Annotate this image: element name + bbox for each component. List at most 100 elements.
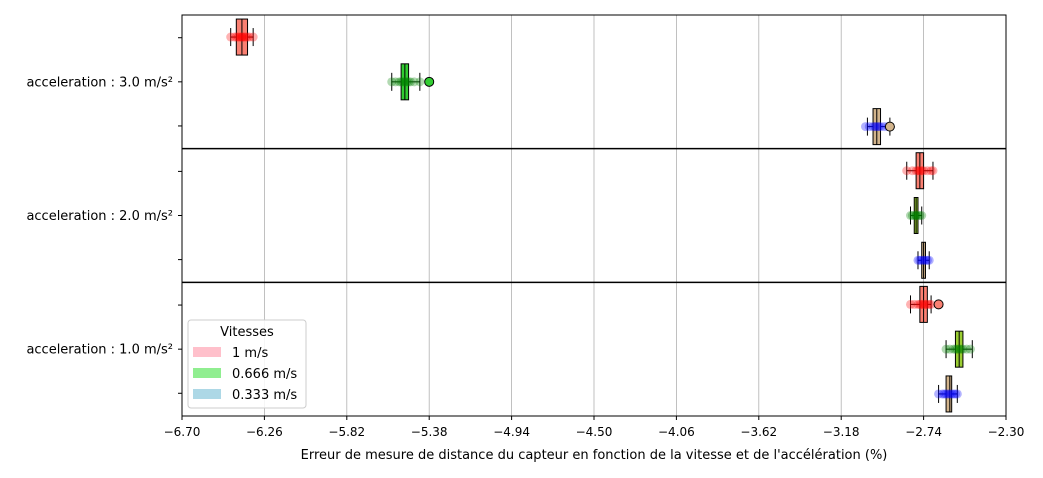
data-point — [915, 255, 925, 265]
data-point — [919, 299, 929, 309]
data-point — [405, 77, 415, 87]
data-point — [874, 122, 884, 132]
data-point — [949, 344, 959, 354]
y-tick-label: acceleration : 2.0 m/s² — [26, 209, 173, 224]
legend-label: 1 m/s — [232, 346, 268, 361]
data-point — [915, 166, 925, 176]
data-point — [952, 389, 962, 399]
data-point — [394, 77, 404, 87]
data-point — [248, 32, 258, 42]
x-tick-label: −5.38 — [411, 425, 448, 439]
data-point — [239, 32, 249, 42]
data-point — [915, 299, 925, 309]
legend-swatch — [193, 389, 221, 399]
legend: Vitesses 1 m/s 0.666 m/s 0.333 m/s — [187, 319, 307, 409]
y-tick-label: acceleration : 1.0 m/s² — [26, 343, 173, 358]
data-point — [939, 389, 949, 399]
box-0-666-m-s — [905, 197, 927, 234]
data-point — [922, 299, 932, 309]
data-point — [947, 389, 957, 399]
group-separators — [182, 147, 1006, 284]
data-point — [907, 211, 917, 220]
data-point — [415, 77, 425, 87]
data-point — [387, 77, 397, 87]
legend-label: 0.666 m/s — [232, 367, 297, 382]
data-point — [928, 166, 938, 176]
data-point — [400, 77, 410, 87]
box-1-m-s — [902, 152, 938, 190]
x-tick-label: −4.06 — [658, 425, 695, 439]
data-point — [922, 166, 932, 176]
data-point — [913, 299, 923, 309]
data-point — [926, 299, 936, 309]
data-point — [917, 166, 927, 176]
data-point — [962, 344, 972, 354]
data-point — [913, 166, 923, 176]
outlier-point — [933, 299, 944, 310]
data-point — [913, 255, 923, 265]
data-point — [917, 255, 927, 265]
data-point — [949, 389, 959, 399]
data-point — [924, 299, 934, 309]
box-0-333-m-s — [934, 375, 962, 413]
data-point — [409, 77, 419, 87]
x-tick-label: −3.62 — [740, 425, 777, 439]
box-1-m-s — [905, 285, 944, 323]
data-point — [911, 166, 921, 176]
x-tick-label: −2.30 — [988, 425, 1025, 439]
data-point — [919, 166, 929, 176]
data-point — [237, 32, 247, 42]
data-point — [902, 166, 912, 176]
data-point — [226, 32, 236, 42]
data-point — [396, 77, 406, 87]
data-point — [243, 32, 253, 42]
y-axis: acceleration : 3.0 m/s² acceleration : 2.… — [26, 37, 182, 394]
outlier-point — [884, 121, 895, 132]
data-point — [235, 32, 245, 42]
data-point — [233, 32, 243, 42]
data-point — [909, 299, 919, 309]
data-point — [911, 211, 921, 220]
data-point — [945, 344, 955, 354]
data-point — [919, 255, 929, 265]
data-point — [924, 255, 934, 265]
box-0-333-m-s — [861, 108, 895, 146]
data-point — [950, 389, 960, 399]
data-point — [390, 77, 400, 87]
data-point — [917, 211, 927, 220]
legend-swatch — [193, 347, 221, 357]
data-point — [861, 122, 871, 132]
data-point — [244, 32, 254, 42]
x-tick-label: −5.82 — [328, 425, 365, 439]
data-point — [229, 32, 239, 42]
data-point — [945, 389, 955, 399]
data-point — [398, 77, 408, 87]
x-tick-label: −3.18 — [823, 425, 860, 439]
data-point — [870, 122, 880, 132]
data-point — [905, 299, 915, 309]
data-point — [917, 299, 927, 309]
x-axis-label: Erreur de mesure de distance du capteur … — [301, 448, 888, 463]
box-0-333-m-s — [913, 241, 934, 279]
data-point — [954, 344, 964, 354]
data-point — [864, 122, 874, 132]
y-tick-label: acceleration : 3.0 m/s² — [26, 75, 173, 90]
box-0-666-m-s — [387, 63, 435, 101]
data-point — [941, 389, 951, 399]
data-point — [876, 122, 886, 132]
data-point — [956, 344, 966, 354]
legend-frame — [187, 319, 307, 409]
data-point — [952, 344, 962, 354]
data-point — [868, 122, 878, 132]
box-layer — [226, 18, 975, 413]
data-point — [934, 389, 944, 399]
data-point — [237, 32, 247, 42]
data-point — [241, 32, 251, 42]
legend-swatch — [193, 368, 221, 378]
data-point — [965, 344, 975, 354]
data-point — [950, 344, 960, 354]
data-point — [872, 122, 882, 132]
x-tick-label: −6.26 — [246, 425, 283, 439]
x-tick-label: −6.70 — [164, 425, 201, 439]
